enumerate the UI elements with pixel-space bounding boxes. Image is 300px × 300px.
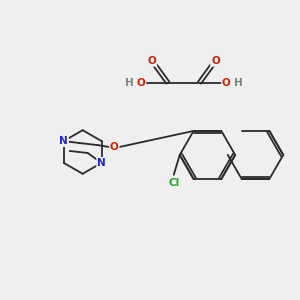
Text: O: O (148, 56, 156, 66)
Text: H: H (125, 78, 134, 88)
Text: H: H (234, 78, 243, 88)
Text: O: O (137, 78, 146, 88)
Text: O: O (211, 56, 220, 66)
Text: Cl: Cl (168, 178, 179, 188)
Text: O: O (222, 78, 231, 88)
Text: N: N (97, 158, 106, 168)
Text: N: N (59, 136, 68, 146)
Text: O: O (110, 142, 119, 152)
